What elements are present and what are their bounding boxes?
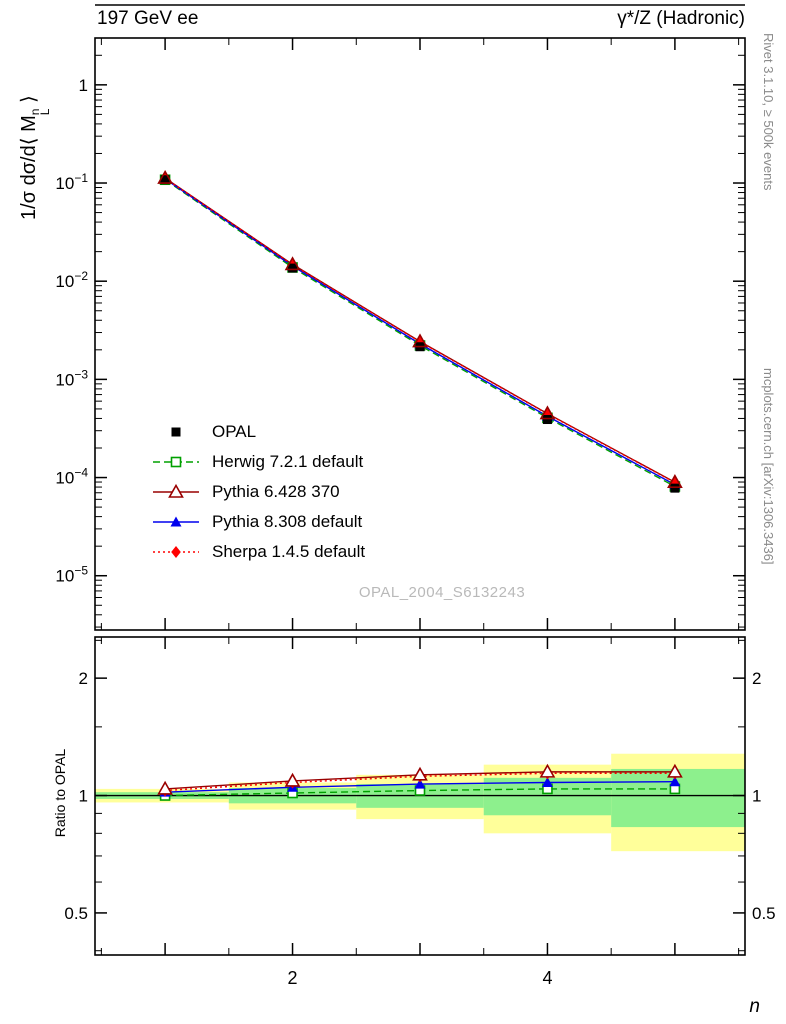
main-series	[157, 169, 683, 493]
legend-entry-herwig: Herwig 7.2.1 default	[150, 447, 365, 477]
legend-entry-pythia: Pythia 6.428 370	[150, 477, 365, 507]
legend-label: Sherpa 1.4.5 default	[212, 542, 366, 561]
main-y-tick-label: 10−3	[55, 367, 88, 389]
ratio-y-tick-label-left: 1	[79, 787, 88, 806]
ratio-y-axis-title: Ratio to OPAL	[52, 748, 68, 838]
legend-marker-filled-diamond	[153, 546, 199, 558]
x-axis-title: n	[749, 996, 760, 1017]
band-stat-uncertainty	[611, 768, 745, 828]
mcplots-reference-note: mcplots.cern.ch [arXiv:1306.3436]	[761, 368, 776, 565]
legend-entry-sherpa: Sherpa 1.4.5 default	[150, 537, 365, 567]
legend: OPAL Herwig 7.2.1 default Pythia 6.428 370…	[150, 417, 365, 567]
ratio-markers-pythia	[157, 763, 683, 795]
ylabel-suffix: ⟩	[18, 95, 40, 109]
ratio-y-tick-label-right: 0.5	[752, 904, 776, 923]
main-y-tick-label: 10−2	[55, 269, 88, 291]
main-y-tick-label: 1	[79, 76, 88, 95]
ratio-x-tick-label: 2	[288, 968, 298, 988]
process-title: γ*/Z (Hadronic)	[617, 8, 745, 29]
main-y-tick-label: 10−5	[55, 564, 88, 586]
legend-entry-opal: OPAL	[150, 417, 365, 447]
main-y-tick-label: 10−4	[55, 466, 88, 488]
legend-marker-filled-triangle	[153, 516, 199, 527]
ratio-x-tick-label: 4	[542, 968, 552, 988]
ylabel-prefix: 1/σ dσ/d⟨ M	[18, 115, 40, 220]
legend-marker-open-square	[153, 456, 199, 468]
main-markers-pythia	[157, 169, 683, 488]
ylabel-subscript: L	[38, 108, 52, 116]
legend-label: Pythia 8.308 default	[212, 512, 363, 531]
rivet-version-note: Rivet 3.1.10, ≥ 500k events	[761, 33, 776, 191]
ratio-y-tick-label-right: 1	[752, 787, 761, 806]
analysis-id-watermark: OPAL_2004_S6132243	[358, 584, 526, 601]
ratio-y-tick-label-right: 2	[752, 669, 761, 688]
legend-label: Herwig 7.2.1 default	[212, 452, 364, 471]
ratio-series	[157, 763, 683, 801]
beam-energy-title: 197 GeV ee	[97, 8, 199, 29]
ratio-y-tick-label-left: 0.5	[64, 904, 88, 923]
ratio-y-tick-label-left: 2	[79, 669, 88, 688]
legend-marker-open-triangle	[153, 483, 199, 498]
legend-label: OPAL	[212, 422, 257, 441]
main-y-tick-label: 10−1	[55, 171, 88, 193]
axis-ticks: 1 10−1 10−2 10−3 10−4 10−5 0.5 0.5 1 1 2 2 2 4	[55, 38, 776, 988]
legend-label: Pythia 6.428 370	[212, 482, 340, 501]
main-line-herwig	[164, 179, 676, 488]
legend-marker-filled-square	[171, 427, 181, 437]
legend-entry-pythia: Pythia 8.308 default	[150, 507, 365, 537]
